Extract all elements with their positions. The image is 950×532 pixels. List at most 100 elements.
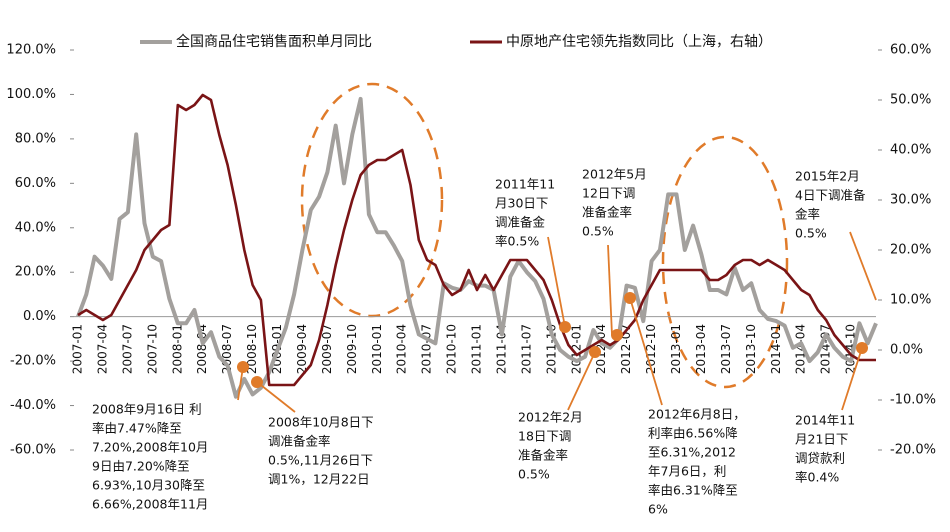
- x-tick-label: 2008-01: [170, 324, 184, 374]
- highlight-ellipse: [661, 135, 789, 389]
- y2-tick-label: 60.0%: [890, 43, 931, 58]
- series-line: [76, 96, 878, 399]
- event-marker: [589, 346, 601, 358]
- y2-tick-label: 50.0%: [890, 93, 931, 108]
- x-tick-label: 2010-10: [445, 324, 459, 374]
- annotation-text: 6.66%,2008年11月: [92, 497, 208, 512]
- y-tick-label: 60.0%: [15, 176, 56, 191]
- event-marker: [559, 321, 571, 333]
- annotation-text: 2015年2月: [795, 169, 860, 184]
- y2-tick-label: 0.0%: [890, 343, 923, 358]
- y-tick-label: -20.0%: [10, 354, 56, 369]
- legend-label: 全国商品住宅销售面积单月同比: [176, 33, 372, 50]
- y2-tick-label: 20.0%: [890, 243, 931, 258]
- annotation-text: 利率由6.56%降: [648, 426, 738, 441]
- y2-tick-label: 10.0%: [890, 293, 931, 308]
- annotation-leader: [607, 244, 613, 336]
- annotation-text: 2008年10月8日下: [268, 415, 374, 430]
- y-tick-label: -40.0%: [10, 398, 56, 413]
- annotation-text: 率0.4%: [795, 470, 839, 485]
- annotation-text: 年7月6日，利: [648, 464, 726, 479]
- highlight-ellipse: [300, 82, 444, 318]
- y-tick-label: 0.0%: [23, 309, 56, 324]
- x-tick-label: 2013-10: [744, 324, 758, 374]
- y-tick-label: 20.0%: [15, 265, 56, 280]
- annotation-leader: [629, 297, 663, 406]
- x-tick-label: 2011-04: [494, 324, 508, 374]
- y2-tick-label: 40.0%: [890, 143, 931, 158]
- x-tick-label: 2009-04: [295, 324, 309, 374]
- annotation-text: 准备金率: [582, 205, 632, 220]
- x-tick-label: 2010-04: [395, 324, 409, 374]
- annotation-text: 调贷款利: [795, 451, 845, 466]
- x-tick-label: 2013-04: [694, 324, 708, 374]
- x-tick-label: 2013-01: [669, 324, 683, 374]
- x-tick-label: 2012-10: [644, 324, 658, 374]
- x-tick-label: 2007-01: [71, 324, 85, 374]
- x-tick-label: 2013-07: [719, 324, 733, 374]
- event-marker: [251, 376, 263, 388]
- annotation-text: 12日下调: [582, 186, 635, 201]
- annotation-text: 率0.5%: [495, 234, 539, 249]
- annotation-text: 7.20%,2008年10月: [92, 440, 208, 455]
- annotation-leader: [841, 347, 863, 411]
- annotation-text: 率由6.31%降至: [648, 483, 738, 498]
- y2-tick-label: -20.0%: [890, 443, 936, 458]
- annotation-text: 至6.31%,2012: [648, 445, 736, 460]
- x-tick-label: 2009-10: [345, 324, 359, 374]
- annotation-leader: [256, 381, 296, 413]
- x-tick-label: 2014-04: [794, 324, 808, 374]
- y2-tick-label: -10.0%: [890, 393, 936, 408]
- annotation-text: 4日下调准备: [795, 188, 866, 203]
- y-tick-label: -60.0%: [10, 443, 56, 458]
- annotation-text: 月21日下: [795, 432, 848, 447]
- x-tick-label: 2008-10: [245, 324, 259, 374]
- annotation-text: 2012年5月: [582, 167, 647, 182]
- y-tick-label: 120.0%: [6, 43, 56, 58]
- x-tick-label: 2011-01: [470, 324, 484, 374]
- x-tick-label: 2007-04: [95, 324, 109, 374]
- annotation-text: 2012年6月8日，: [648, 407, 746, 422]
- x-tick-label: 2014-10: [844, 324, 858, 374]
- annotation-text: 准备金率: [518, 448, 568, 463]
- annotation-text: 0.5%: [795, 226, 827, 241]
- y-tick-label: 40.0%: [15, 220, 56, 235]
- annotation-text: 调准备金率: [268, 434, 331, 449]
- y2-tick-label: 30.0%: [890, 193, 931, 208]
- x-tick-label: 2011-07: [519, 324, 533, 374]
- annotation-text: 月30日下: [495, 196, 548, 211]
- annotation-text: 2011年11: [495, 177, 555, 192]
- annotation-text: 18日下调: [518, 429, 571, 444]
- annotation-leader: [849, 231, 877, 301]
- annotation-text: 9日由7.20%降至: [92, 459, 190, 474]
- annotation-leader: [567, 351, 596, 411]
- annotation-text: 2014年11: [795, 413, 855, 428]
- annotation-text: 0.5%: [518, 467, 550, 482]
- annotation-text: 2012年2月: [518, 410, 583, 425]
- y-tick-label: 100.0%: [6, 87, 56, 102]
- annotation-text: 金率: [795, 207, 820, 222]
- x-tick-label: 2010-07: [420, 324, 434, 374]
- annotation-leader: [547, 236, 566, 328]
- annotation-text: 率由7.47%降至: [92, 421, 182, 436]
- x-tick-label: 2008-04: [195, 324, 209, 374]
- annotation-text: 调准备金: [495, 215, 546, 230]
- x-tick-label: 2014-01: [769, 324, 783, 374]
- annotation-text: 调1%，12月22日: [268, 472, 370, 487]
- x-tick-label: 2009-07: [320, 324, 334, 374]
- annotation-text: 6.93%,10月30降至: [92, 478, 205, 493]
- event-marker: [624, 292, 636, 304]
- x-tick-label: 2007-10: [145, 324, 159, 374]
- annotation-text: 2008年9月16日 利: [92, 402, 202, 417]
- legend-label: 中原地产住宅领先指数同比（上海，右轴）: [506, 34, 772, 50]
- annotation-text: 6%: [648, 502, 668, 517]
- annotation-text: 0.5%: [582, 224, 614, 239]
- event-marker: [611, 329, 623, 341]
- series-line: [77, 93, 876, 387]
- event-marker: [856, 342, 868, 354]
- event-marker: [237, 361, 249, 373]
- annotation-text: 0.5%,11月26日下: [268, 453, 373, 468]
- x-tick-label: 2007-07: [120, 324, 134, 374]
- highlight-ellipses: [300, 82, 789, 389]
